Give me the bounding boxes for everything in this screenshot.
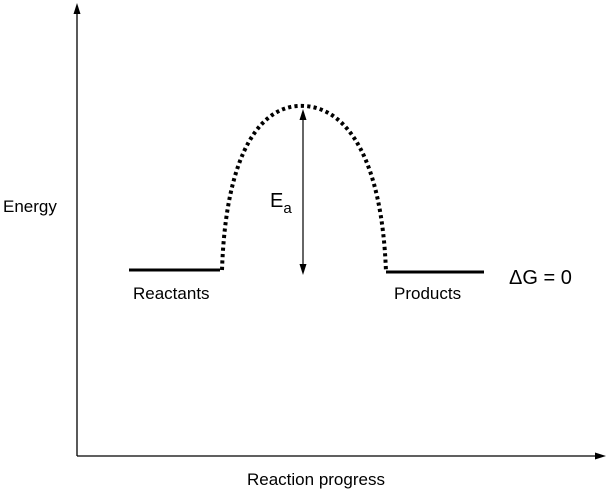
y-axis-arrowhead xyxy=(73,3,81,14)
delta-g-label: ΔG = 0 xyxy=(509,267,572,289)
activation-energy-symbol: E xyxy=(270,190,284,212)
transition-state-curve xyxy=(220,103,388,273)
activation-energy-subscript: a xyxy=(283,200,292,217)
x-axis-label: Reaction progress xyxy=(247,470,385,489)
activation-energy-label: Ea xyxy=(270,191,292,216)
reactants-label: Reactants xyxy=(133,284,210,303)
products-label: Products xyxy=(394,284,462,303)
x-axis-arrowhead xyxy=(595,452,606,460)
y-axis-label: Energy xyxy=(3,197,57,216)
activation-energy-arrowhead-top xyxy=(299,109,307,120)
activation-energy-arrowhead-bottom xyxy=(299,264,307,275)
